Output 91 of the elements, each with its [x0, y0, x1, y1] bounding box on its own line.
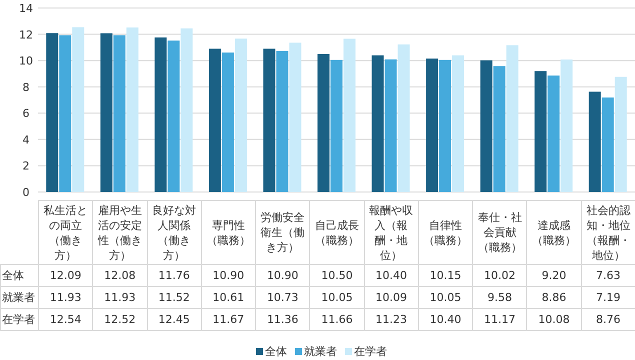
data-label: 10.05	[418, 286, 473, 308]
data-label: 9.20	[526, 264, 582, 286]
data-label: 10.40	[364, 264, 418, 286]
x-tick-label: 良好な対人関係（働き方）	[147, 200, 202, 264]
data-label: 11.52	[147, 286, 202, 308]
bar	[234, 38, 247, 192]
bar	[493, 66, 506, 192]
legend-label: 就業者	[304, 345, 337, 358]
legend-label: 全体	[265, 345, 287, 358]
bar	[72, 27, 84, 192]
data-label: 7.19	[581, 286, 635, 308]
data-label: 11.76	[147, 264, 202, 286]
data-label: 12.52	[92, 308, 148, 330]
bar	[100, 33, 112, 192]
bar	[222, 52, 234, 192]
bar	[46, 33, 58, 192]
data-label: 7.63	[581, 264, 635, 286]
x-tick-label: 専門性（職務）	[201, 200, 256, 264]
text: 就業者	[2, 291, 35, 304]
bar	[398, 44, 410, 192]
data-label: 11.93	[38, 286, 93, 308]
bar	[208, 48, 221, 192]
bar	[59, 35, 72, 192]
bar	[289, 42, 302, 192]
bar	[276, 50, 288, 192]
bar	[154, 37, 167, 192]
text: 全体	[2, 269, 24, 282]
y-tick-label: 14	[19, 2, 33, 15]
y-tick-label: 0	[22, 186, 30, 199]
data-label: 10.02	[472, 264, 527, 286]
data-label: 12.54	[38, 308, 93, 330]
y-tick-label: 2	[22, 160, 30, 173]
bar	[588, 92, 601, 192]
bar	[614, 76, 627, 192]
data-label: 12.45	[147, 308, 202, 330]
data-label: 9.58	[472, 286, 527, 308]
bar	[534, 71, 547, 192]
y-tick-label: 4	[22, 133, 30, 146]
y-tick-label: 6	[22, 107, 30, 120]
data-label: 8.76	[581, 308, 635, 330]
data-label: 10.50	[310, 264, 364, 286]
x-tick-label: 社会的認知・地位（報酬・地位）	[581, 200, 635, 264]
text: 在学者	[2, 313, 35, 326]
x-tick-label: 報酬や収入（報酬・地位）	[364, 200, 418, 264]
bar	[318, 54, 330, 192]
x-tick-label: 達成感（職務）	[526, 200, 582, 264]
data-label: 11.66	[310, 308, 364, 330]
data-label: 10.15	[418, 264, 473, 286]
legend-label: 在学者	[354, 345, 387, 358]
x-tick-label: 雇用や生活の安定性（働き方）	[92, 200, 148, 264]
data-label: 11.36	[256, 308, 310, 330]
bar	[372, 55, 384, 192]
x-tick-label: 奉仕・社会貢献（職務）	[472, 200, 527, 264]
y-tick-label: 12	[19, 28, 33, 42]
bar	[384, 59, 397, 192]
bar	[602, 98, 614, 192]
data-label: 10.73	[256, 286, 310, 308]
data-label: 12.09	[38, 264, 93, 286]
data-label: 10.90	[201, 264, 256, 286]
bar	[126, 27, 138, 192]
data-label: 11.23	[364, 308, 418, 330]
bar	[113, 35, 126, 192]
bar	[560, 60, 573, 192]
data-label: 11.67	[201, 308, 256, 330]
bar	[452, 55, 464, 192]
data-label: 10.40	[418, 308, 473, 330]
bar	[168, 40, 180, 192]
y-tick-label: 8	[22, 80, 30, 94]
data-label: 10.61	[201, 286, 256, 308]
y-tick-label: 10	[19, 54, 33, 68]
data-label: 11.17	[472, 308, 527, 330]
bar	[480, 60, 492, 192]
bar	[263, 48, 276, 192]
bar	[548, 76, 560, 192]
bar	[506, 45, 518, 192]
data-label: 10.90	[256, 264, 310, 286]
bar	[330, 60, 342, 192]
x-tick-label: 私生活との両立（働き方）	[38, 200, 93, 264]
bar	[439, 60, 452, 192]
data-label: 8.86	[526, 286, 582, 308]
data-label: 10.09	[364, 286, 418, 308]
x-tick-label: 労働安全衛生（働き方）	[256, 200, 310, 264]
x-tick-label: 自律性（職務）	[418, 200, 473, 264]
data-label: 11.93	[92, 286, 148, 308]
bar	[426, 58, 438, 192]
data-label: 10.08	[526, 308, 582, 330]
data-label: 10.05	[310, 286, 364, 308]
data-label: 12.08	[92, 264, 148, 286]
bar	[344, 38, 356, 192]
bar	[180, 28, 193, 192]
x-tick-label: 自己成長（職務）	[310, 200, 364, 264]
